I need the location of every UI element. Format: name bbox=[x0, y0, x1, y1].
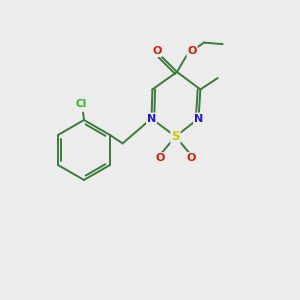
Text: N: N bbox=[194, 113, 203, 124]
Text: S: S bbox=[171, 130, 180, 143]
Text: O: O bbox=[187, 46, 197, 56]
Text: N: N bbox=[147, 113, 156, 124]
Text: O: O bbox=[186, 153, 196, 163]
Text: Cl: Cl bbox=[76, 99, 87, 110]
Text: O: O bbox=[155, 153, 165, 163]
Text: O: O bbox=[152, 46, 162, 56]
